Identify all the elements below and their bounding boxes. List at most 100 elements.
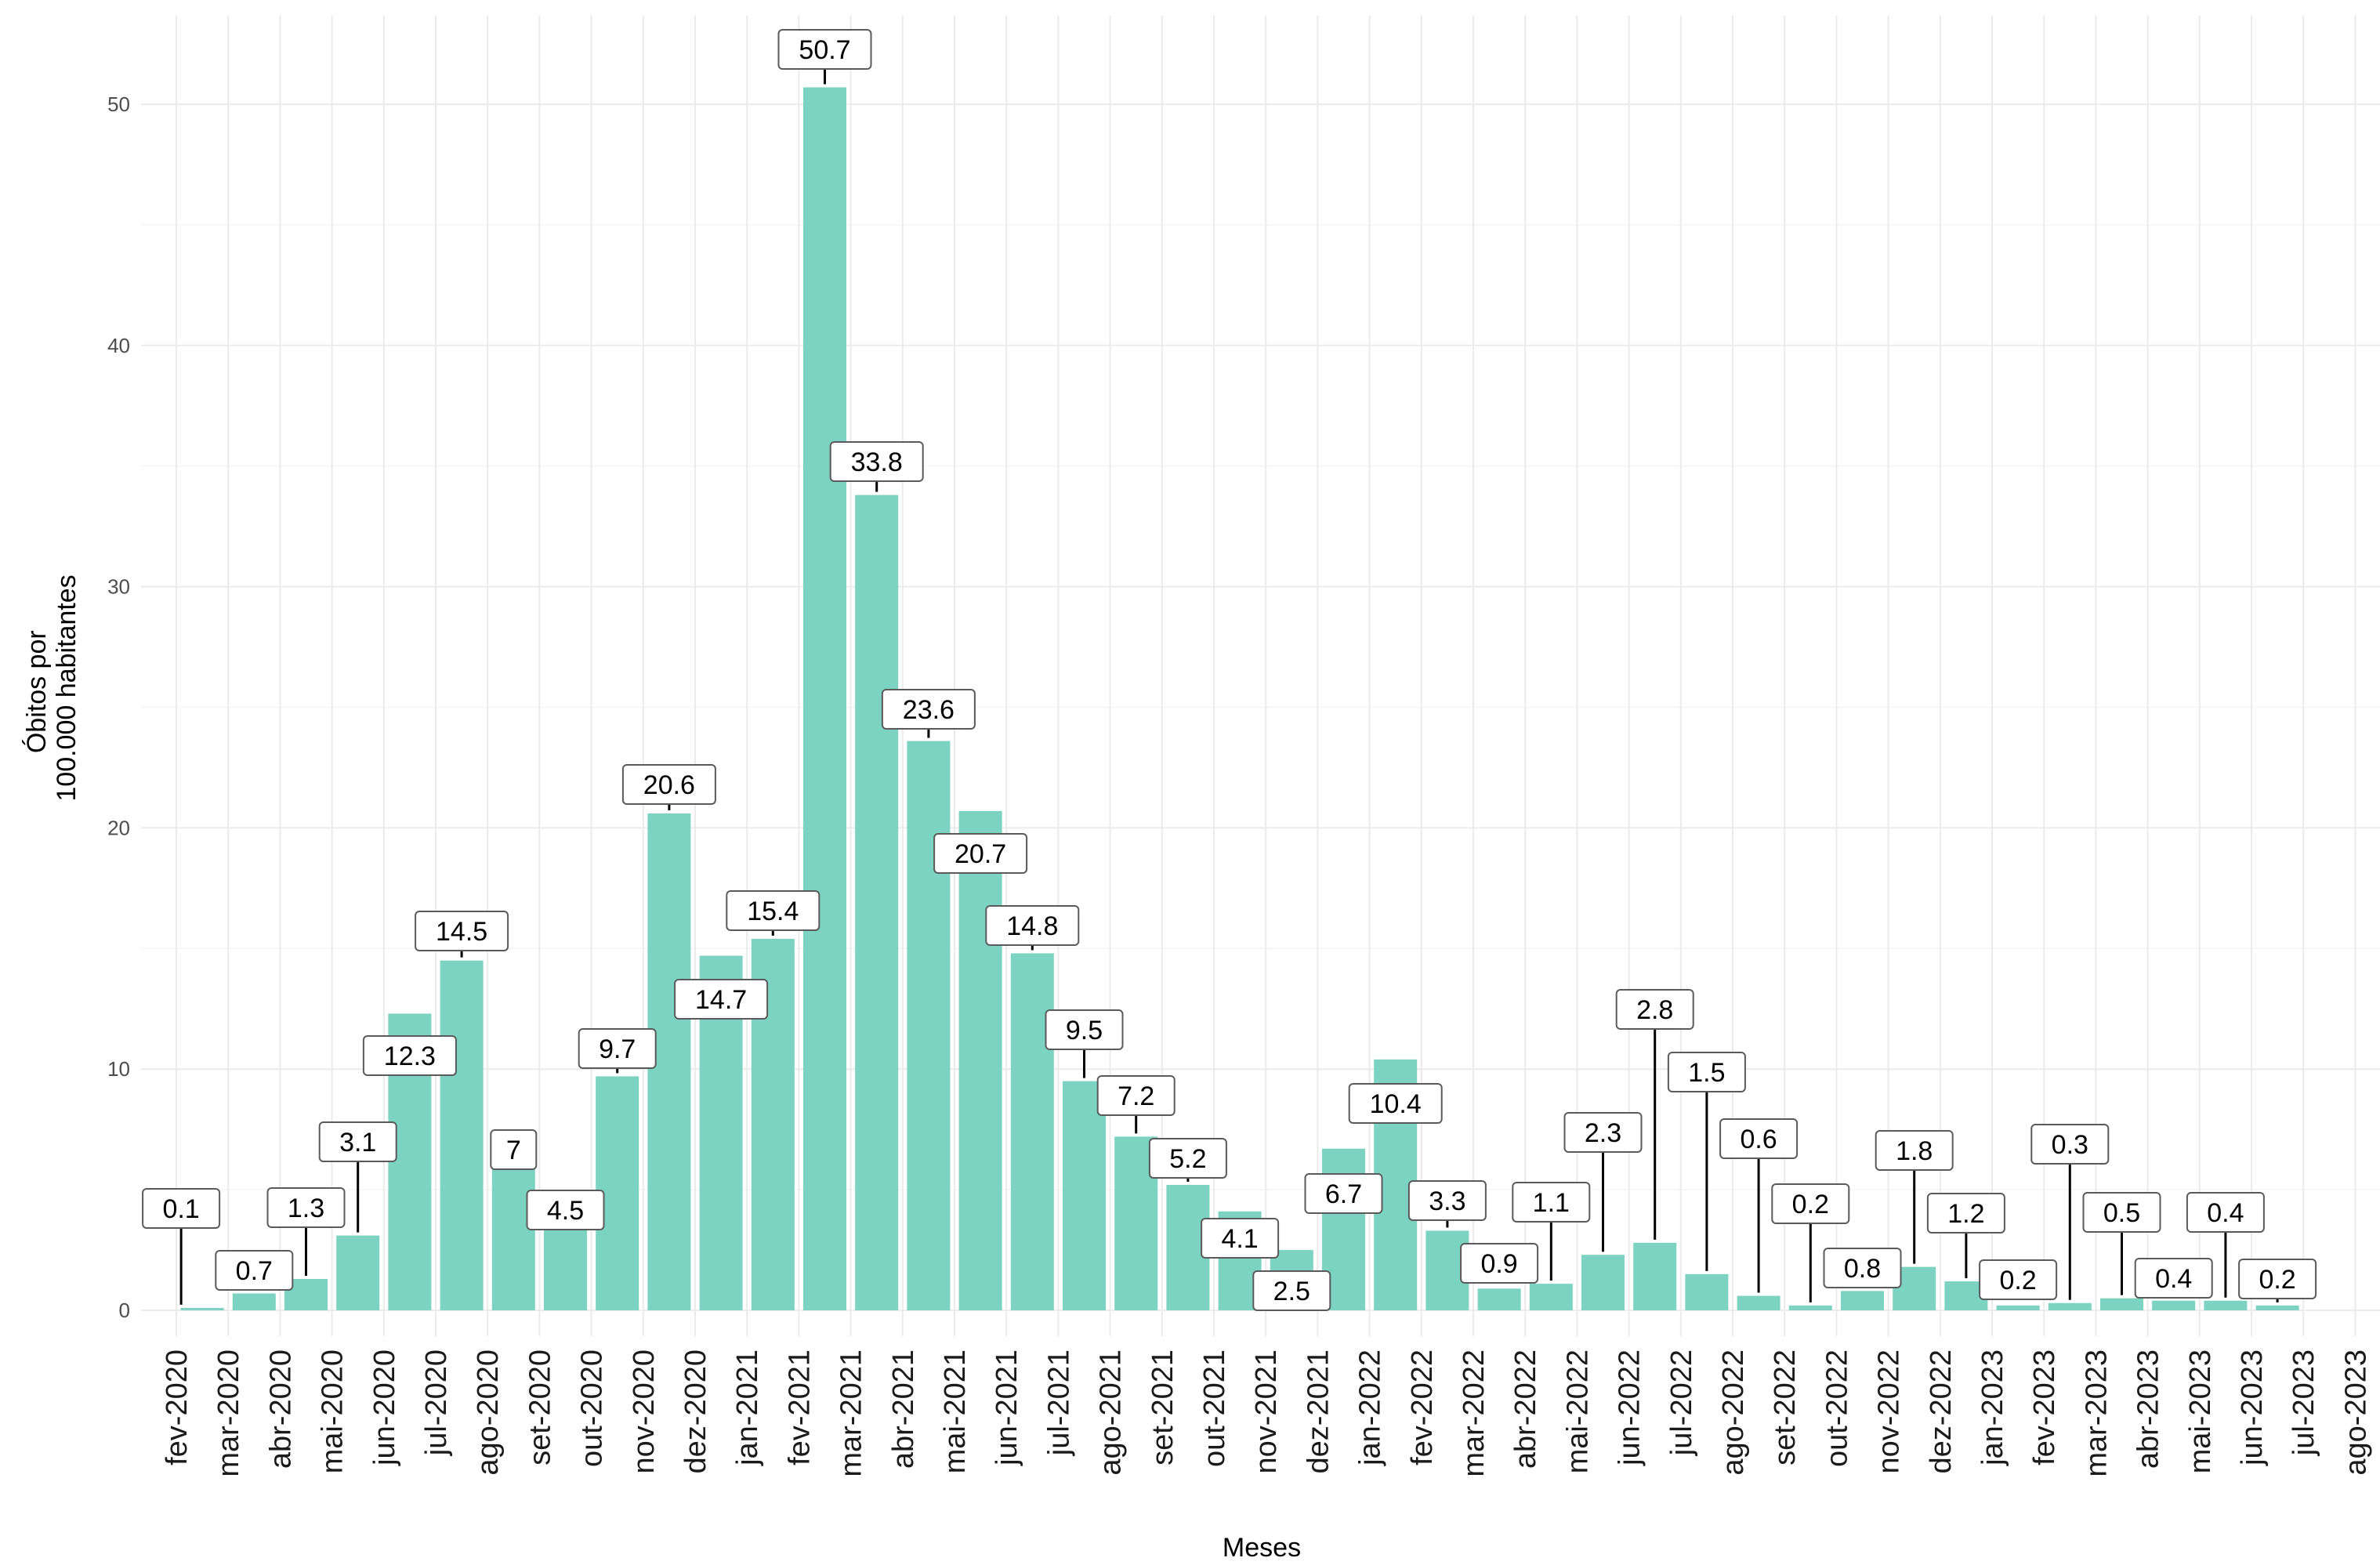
y-tick-label: 30 xyxy=(107,575,130,599)
data-label-box xyxy=(1926,1193,2005,1234)
x-tick-label: jun-2023 xyxy=(2236,1349,2269,1466)
data-label: 4.1 xyxy=(1221,1224,1258,1254)
bar xyxy=(855,494,899,1310)
bar xyxy=(2255,1305,2299,1310)
x-tick-label: ago-2021 xyxy=(1095,1349,1128,1476)
data-label: 3.1 xyxy=(339,1128,376,1157)
x-tick-label: ago-2020 xyxy=(472,1349,505,1476)
data-label-box xyxy=(362,1035,457,1076)
x-tick-label: dez-2021 xyxy=(1302,1349,1335,1473)
data-label-box xyxy=(215,1250,294,1291)
data-label: 20.6 xyxy=(643,770,695,800)
data-label: 9.5 xyxy=(1066,1016,1103,1045)
x-tick-label: set-2021 xyxy=(1147,1349,1179,1465)
y-axis-title-line-1: Óbitos por xyxy=(22,630,52,753)
x-tick-label: mar-2022 xyxy=(1458,1349,1491,1477)
data-label: 1.8 xyxy=(1896,1136,1933,1166)
bar xyxy=(440,960,484,1310)
data-label: 0.2 xyxy=(2259,1265,2295,1295)
x-tick-label: mai-2022 xyxy=(1561,1349,1594,1473)
data-label-box xyxy=(1719,1118,1799,1159)
bar xyxy=(232,1293,276,1310)
x-tick-label: ago-2022 xyxy=(1717,1349,1750,1476)
data-label-box xyxy=(881,689,976,730)
x-tick-label: jul-2020 xyxy=(420,1349,453,1456)
data-label: 0.2 xyxy=(1792,1190,1829,1219)
data-label: 14.8 xyxy=(1006,911,1058,941)
data-label: 0.4 xyxy=(2207,1198,2244,1228)
bar xyxy=(1685,1273,1729,1310)
y-tick-label: 50 xyxy=(107,92,130,116)
x-tick-label: out-2022 xyxy=(1820,1349,1853,1467)
data-label-box xyxy=(933,833,1028,874)
data-label-box xyxy=(526,1190,605,1230)
data-label: 5.2 xyxy=(1169,1144,1206,1174)
bar xyxy=(1737,1295,1780,1310)
x-axis-title: Meses xyxy=(1223,1533,1301,1561)
data-label-box xyxy=(621,764,716,805)
data-label-box xyxy=(2238,1259,2317,1299)
bar xyxy=(1633,1242,1677,1310)
bar xyxy=(2152,1300,2196,1310)
data-label-box xyxy=(726,890,821,931)
data-label: 1.3 xyxy=(288,1194,324,1223)
data-label-box xyxy=(1304,1173,1383,1214)
x-tick-label: jul-2021 xyxy=(1042,1349,1075,1456)
data-label-box xyxy=(1563,1112,1643,1153)
data-label-box xyxy=(1875,1130,1954,1171)
data-label-box xyxy=(1096,1075,1176,1116)
data-label-box xyxy=(1460,1243,1539,1284)
y-tick-label: 20 xyxy=(107,816,130,839)
data-label: 0.7 xyxy=(236,1256,273,1286)
x-tick-label: jan-2021 xyxy=(731,1349,764,1466)
data-label: 3.3 xyxy=(1429,1186,1465,1216)
data-label-box xyxy=(777,29,872,70)
bar xyxy=(958,810,1002,1310)
data-label: 14.7 xyxy=(695,985,747,1015)
data-label: 0.9 xyxy=(1480,1249,1517,1279)
x-tick-label: jan-2022 xyxy=(1354,1349,1387,1466)
data-label: 7.2 xyxy=(1118,1081,1154,1111)
data-label: 0.4 xyxy=(2155,1264,2192,1294)
x-tick-label: jun-2022 xyxy=(1614,1349,1646,1466)
data-label-box xyxy=(2186,1192,2265,1233)
data-label: 33.8 xyxy=(851,447,903,477)
data-label-box xyxy=(142,1188,221,1229)
data-label: 1.1 xyxy=(1533,1188,1570,1218)
bar xyxy=(180,1307,224,1310)
data-label: 2.8 xyxy=(1636,995,1673,1025)
x-tick-label: mai-2023 xyxy=(2184,1349,2217,1473)
data-label-box xyxy=(829,441,924,482)
x-axis-ticks: fev-2020 mar-2020 abr-2020 mai-2020 jun-2020… xyxy=(161,1349,2372,1477)
data-label: 1.2 xyxy=(1947,1199,1984,1229)
x-tick-label: abr-2023 xyxy=(2132,1349,2165,1469)
data-label-box xyxy=(318,1121,397,1162)
data-label: 0.5 xyxy=(2103,1198,2140,1228)
x-tick-label: fev-2023 xyxy=(2028,1349,2061,1465)
data-label: 0.1 xyxy=(162,1194,199,1224)
x-tick-label: dez-2022 xyxy=(1925,1349,1958,1473)
bar xyxy=(1477,1288,1521,1310)
data-label-box xyxy=(1823,1248,1902,1288)
x-tick-label: mar-2021 xyxy=(835,1349,868,1477)
data-label: 0.3 xyxy=(2052,1130,2088,1160)
y-tick-label: 0 xyxy=(119,1299,130,1322)
x-tick-label: mai-2021 xyxy=(939,1349,972,1473)
x-tick-label: dez-2020 xyxy=(679,1349,712,1473)
y-axis-title: Óbitos por 100.000 habitantes xyxy=(22,574,82,801)
bar xyxy=(1996,1305,2040,1310)
y-axis-title-line-2: 100.000 habitantes xyxy=(52,574,82,801)
data-label-box xyxy=(1045,1009,1124,1050)
x-tick-label: fev-2022 xyxy=(1406,1349,1439,1465)
x-tick-label: ago-2023 xyxy=(2339,1349,2372,1476)
y-tick-label: 10 xyxy=(107,1057,130,1081)
data-label-box xyxy=(490,1129,538,1170)
data-label: 14.5 xyxy=(436,917,487,947)
x-tick-label: nov-2020 xyxy=(628,1349,661,1473)
data-label-box xyxy=(1348,1083,1443,1124)
x-tick-label: jul-2023 xyxy=(2288,1349,2320,1456)
data-label: 0.2 xyxy=(1999,1266,2036,1295)
data-label-box xyxy=(1771,1183,1850,1224)
bar xyxy=(1581,1255,1625,1310)
data-label: 9.7 xyxy=(599,1034,636,1064)
